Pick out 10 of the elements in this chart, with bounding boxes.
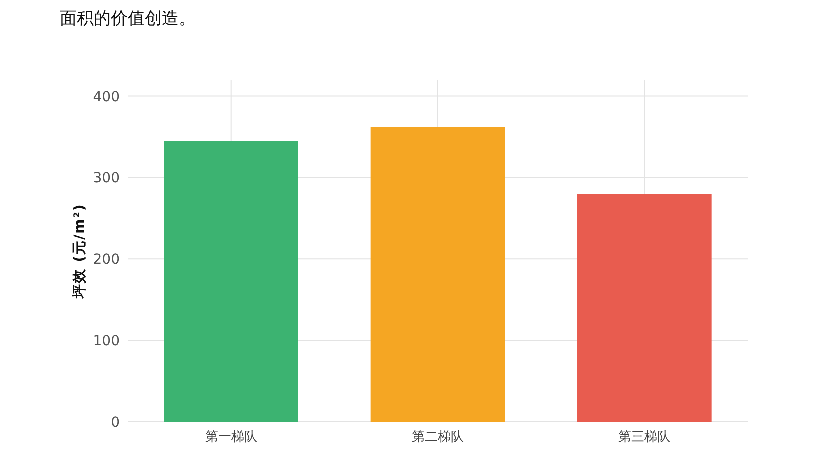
y-tick-label: 200 [93, 252, 120, 268]
text: 面积的价值创造。 [60, 9, 196, 28]
y-axis-title: 坪效 (元/m²) [72, 204, 88, 300]
x-tick-label: 第二梯队 [412, 430, 464, 445]
y-tick-label: 100 [93, 334, 120, 350]
y-tick-label: 400 [93, 89, 120, 106]
x-tick-label: 第三梯队 [618, 430, 671, 445]
x-tick-label: 第一梯队 [205, 430, 258, 445]
y-tick-label: 300 [93, 170, 120, 187]
y-tick-label: 0 [111, 415, 120, 431]
